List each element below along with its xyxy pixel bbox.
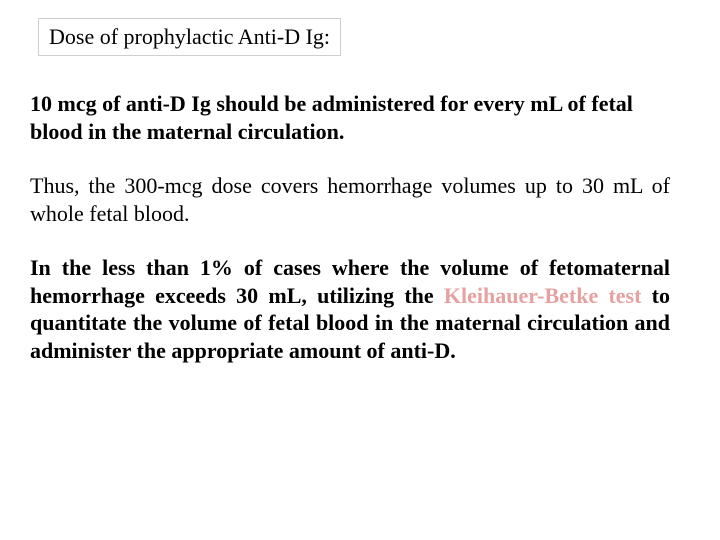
highlight-test-name: Kleihauer-Betke test — [444, 283, 642, 308]
paragraph-1: 10 mcg of anti-D Ig should be administer… — [30, 90, 670, 145]
slide-title: Dose of prophylactic Anti-D Ig: — [49, 24, 330, 49]
paragraph-2: Thus, the 300-mcg dose covers hemorrhage… — [30, 172, 670, 227]
title-box: Dose of prophylactic Anti-D Ig: — [38, 18, 341, 56]
slide: Dose of prophylactic Anti-D Ig: 10 mcg o… — [0, 0, 720, 540]
paragraph-3: In the less than 1% of cases where the v… — [30, 254, 670, 364]
